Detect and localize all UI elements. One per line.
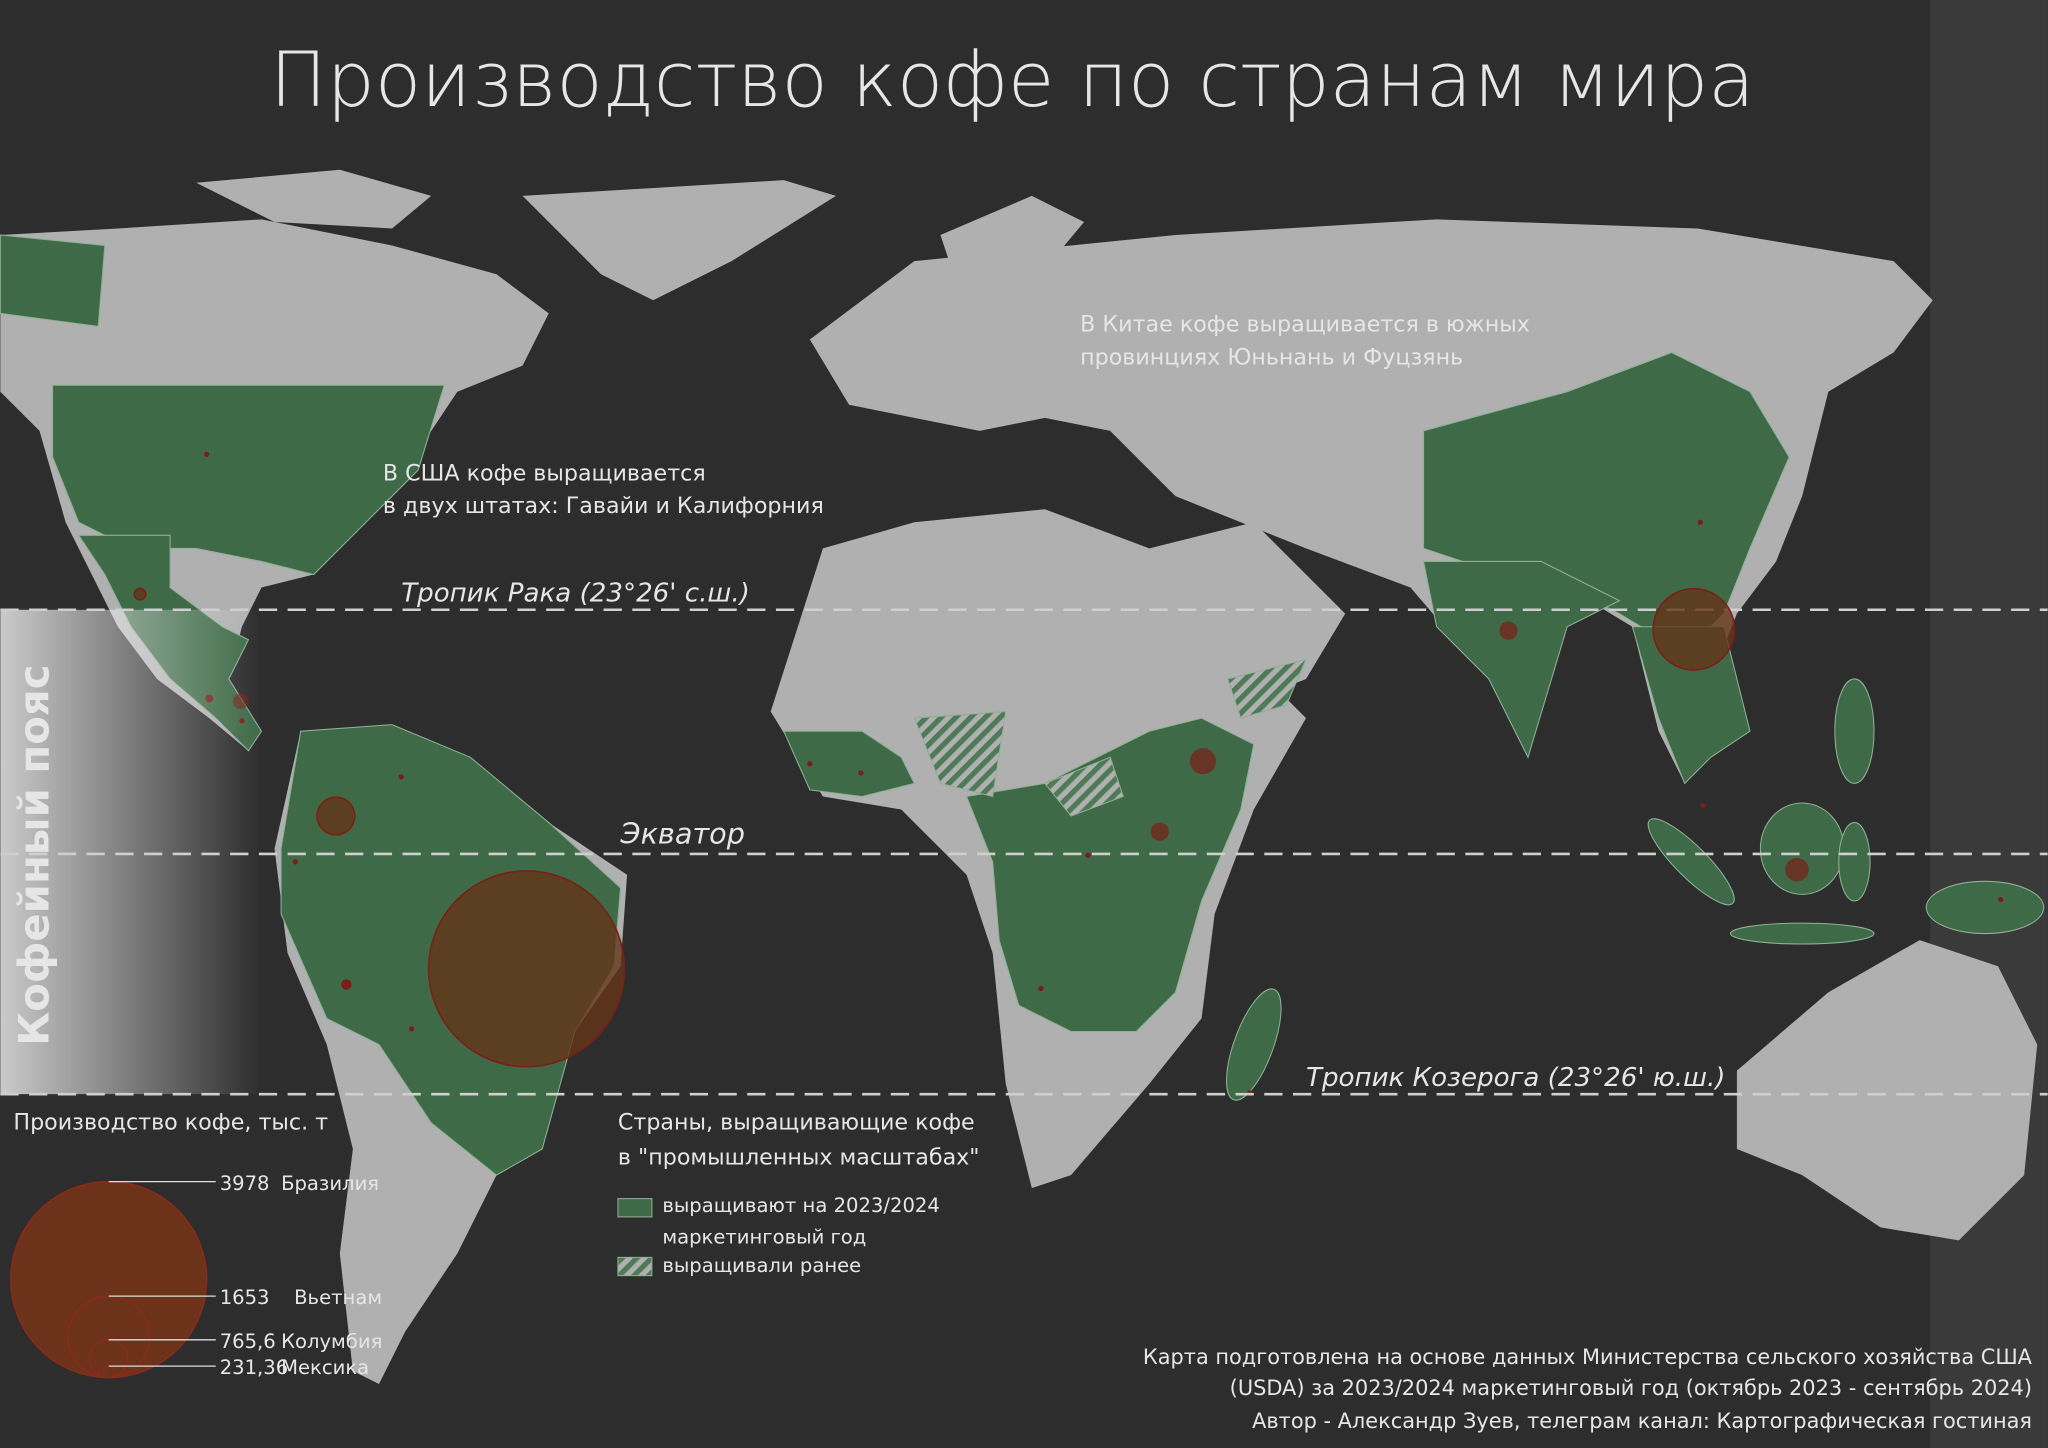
annotation: в двух штатах: Гавайи и Калифорния xyxy=(383,493,824,519)
legend-swatch xyxy=(617,1198,653,1218)
legend-country: Мексика xyxy=(281,1356,369,1379)
legend-label: маркетинговый год xyxy=(662,1225,866,1248)
legend-circle xyxy=(10,1180,208,1379)
production-circle xyxy=(427,870,626,1068)
legend-country: Колумбия xyxy=(281,1330,382,1353)
legend-value: 765,6 xyxy=(220,1330,276,1353)
legend-label: выращивают на 2023/2024 xyxy=(662,1194,940,1217)
source: Карта подготовлена на основе данных Мини… xyxy=(1143,1345,2033,1369)
legend-country: Бразилия xyxy=(281,1172,379,1195)
source: Автор - Александр Зуев, телеграм канал: … xyxy=(1252,1409,2032,1433)
coffee-belt xyxy=(0,609,262,1095)
line-label: Экватор xyxy=(620,817,745,851)
legend-title: Страны, выращивающие кофе xyxy=(618,1109,975,1135)
legend-value: 231,36 xyxy=(220,1356,289,1379)
legend-value: 3978 xyxy=(220,1172,270,1195)
legend-country: Вьетнам xyxy=(294,1286,382,1309)
line-label: Тропик Козерога (23°26' ю.ш.) xyxy=(1306,1063,1725,1093)
legend-swatch xyxy=(617,1256,653,1277)
legend-value: 1653 xyxy=(220,1286,270,1309)
legend-label: выращивали ранее xyxy=(662,1254,861,1277)
production-circles xyxy=(133,587,1736,1068)
production-circle xyxy=(316,796,356,836)
annotation: В США кофе выращивается xyxy=(383,460,706,486)
legend-title: в "промышленных масштабах" xyxy=(618,1145,980,1171)
production-circle xyxy=(1652,587,1736,671)
annotation: В Китае кофе выращивается в южных xyxy=(1080,312,1530,338)
title: Производство кофе по странам мира xyxy=(270,36,1755,124)
size-legend: 3978 Бразилия 1653 Вьетнам 765,6 Колумбия 231,… xyxy=(10,1172,382,1379)
belt-label: Кофейный пояс xyxy=(9,665,58,1046)
annotation: провинциях Юньнань и Фуцзянь xyxy=(1080,344,1463,370)
line-label: Тропик Рака (23°26' с.ш.) xyxy=(401,579,750,609)
production-circle xyxy=(133,587,147,601)
source: (USDA) за 2023/2024 маркетинговый год (о… xyxy=(1230,1376,2032,1400)
legend-title: Производство кофе, тыс. т xyxy=(13,1109,328,1135)
